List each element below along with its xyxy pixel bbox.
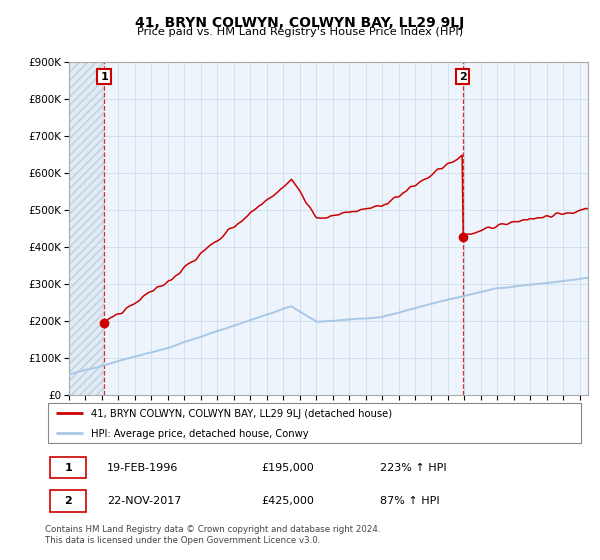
Text: 2: 2 [459, 72, 466, 82]
Text: £195,000: £195,000 [261, 463, 314, 473]
Text: 2: 2 [64, 496, 72, 506]
Text: £425,000: £425,000 [261, 496, 314, 506]
Text: 19-FEB-1996: 19-FEB-1996 [107, 463, 178, 473]
FancyBboxPatch shape [48, 403, 581, 444]
Text: Contains HM Land Registry data © Crown copyright and database right 2024.
This d: Contains HM Land Registry data © Crown c… [45, 525, 380, 545]
Text: Price paid vs. HM Land Registry's House Price Index (HPI): Price paid vs. HM Land Registry's House … [137, 27, 463, 38]
Text: 22-NOV-2017: 22-NOV-2017 [107, 496, 181, 506]
Text: 41, BRYN COLWYN, COLWYN BAY, LL29 9LJ: 41, BRYN COLWYN, COLWYN BAY, LL29 9LJ [136, 16, 464, 30]
Text: 1: 1 [64, 463, 72, 473]
Text: 1: 1 [100, 72, 108, 82]
Text: HPI: Average price, detached house, Conwy: HPI: Average price, detached house, Conw… [91, 429, 308, 439]
FancyBboxPatch shape [50, 457, 86, 478]
Text: 223% ↑ HPI: 223% ↑ HPI [380, 463, 446, 473]
Text: 87% ↑ HPI: 87% ↑ HPI [380, 496, 439, 506]
Bar [69, 62, 104, 395]
Text: 41, BRYN COLWYN, COLWYN BAY, LL29 9LJ (detached house): 41, BRYN COLWYN, COLWYN BAY, LL29 9LJ (d… [91, 409, 392, 419]
FancyBboxPatch shape [50, 491, 86, 512]
